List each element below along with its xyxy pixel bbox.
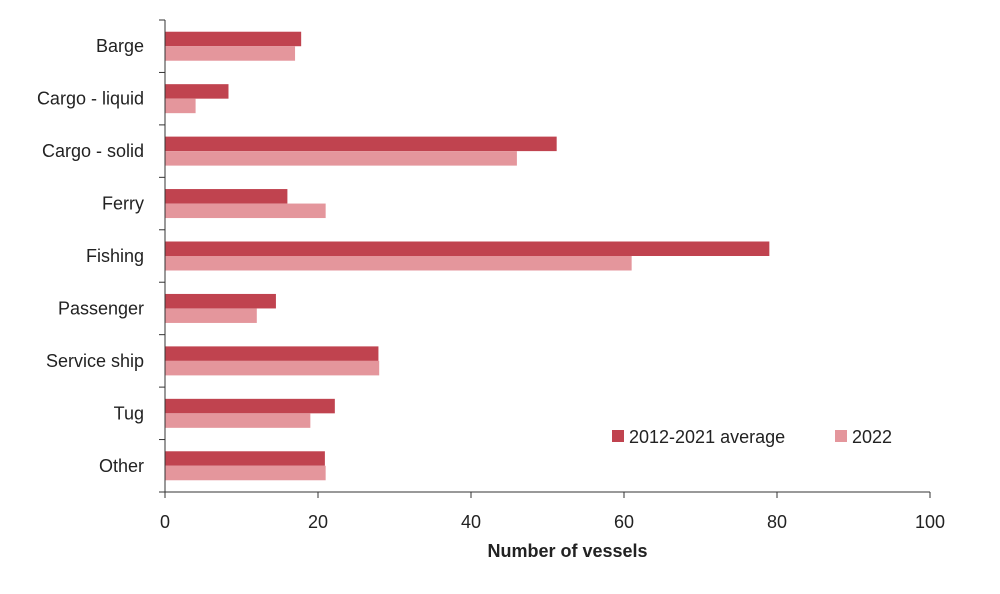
bars-layer (165, 31, 770, 481)
bar-0-8 (165, 451, 325, 466)
x-tick-label-4: 80 (767, 512, 787, 532)
bar-0-1 (165, 84, 229, 99)
legend-label-0: 2012-2021 average (629, 427, 785, 447)
bar-0-5 (165, 293, 276, 309)
legend: 2012-2021 average 2022 (612, 427, 892, 447)
y-tick-label-2: Cargo - solid (42, 141, 144, 161)
x-tick-label-0: 0 (160, 512, 170, 532)
legend-swatch-1 (835, 430, 847, 442)
bar-1-1 (165, 98, 196, 114)
y-tick-label-5: Passenger (58, 298, 144, 318)
bar-1-8 (165, 465, 326, 481)
x-tick-label-3: 60 (614, 512, 634, 532)
y-axis: Barge Cargo - liquid Cargo - solid Ferry Fis… (37, 19, 166, 493)
bar-1-6 (165, 360, 380, 376)
bar-1-0 (165, 46, 296, 61)
bar-0-3 (165, 189, 288, 204)
y-tick-label-4: Fishing (86, 246, 144, 266)
y-tick-label-8: Other (99, 456, 144, 476)
legend-swatch-0 (612, 430, 624, 442)
x-tick-label-2: 40 (461, 512, 481, 532)
bar-0-7 (165, 398, 335, 414)
x-axis-title: Number of vessels (487, 541, 647, 561)
y-tick-label-3: Ferry (102, 194, 144, 214)
x-tick-label-1: 20 (308, 512, 328, 532)
y-tick-label-6: Service ship (46, 351, 144, 371)
bar-1-5 (165, 308, 257, 323)
bar-0-4 (165, 241, 770, 256)
legend-label-1: 2022 (852, 427, 892, 447)
y-tick-label-0: Barge (96, 36, 144, 56)
bar-1-7 (165, 413, 311, 428)
bar-0-2 (165, 136, 557, 152)
y-tick-label-1: Cargo - liquid (37, 89, 144, 109)
bar-0-6 (165, 346, 379, 361)
bar-0-0 (165, 31, 302, 47)
bar-1-3 (165, 203, 326, 219)
bar-1-2 (165, 151, 517, 166)
x-tick-label-5: 100 (915, 512, 945, 532)
y-tick-label-7: Tug (114, 403, 144, 423)
bar-1-4 (165, 256, 632, 271)
x-axis: 0 20 40 60 80 100 (160, 491, 945, 532)
